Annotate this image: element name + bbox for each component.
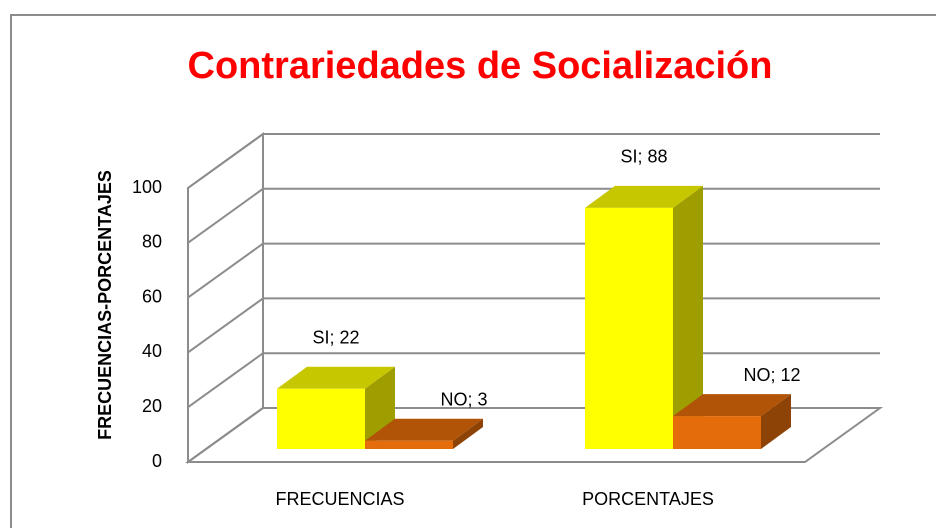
y-tick-label: 60 xyxy=(142,286,162,306)
y-tick-label: 40 xyxy=(142,341,162,361)
frame xyxy=(10,14,936,528)
bar xyxy=(365,418,483,449)
y-tick-label: 20 xyxy=(142,396,162,416)
bar-top xyxy=(365,418,483,441)
data-label: NO; 12 xyxy=(743,365,800,385)
bar-front xyxy=(277,388,365,449)
bar-top xyxy=(585,185,703,208)
y-tick-label: 100 xyxy=(132,177,162,197)
x-tick-label: FRECUENCIAS xyxy=(275,489,404,509)
bar-top xyxy=(277,366,395,389)
bar xyxy=(585,185,703,449)
bar-front xyxy=(365,440,453,449)
x-tick-label: PORCENTAJES xyxy=(582,489,714,509)
chart-title: Contrariedades de Socialización xyxy=(188,45,773,87)
bar-side xyxy=(673,185,703,449)
y-axis-label: FRECUENCIAS-PORCENTAJES xyxy=(95,170,115,440)
bar-side xyxy=(761,394,791,449)
bar-front xyxy=(673,416,761,449)
data-label: SI; 88 xyxy=(620,147,667,167)
bar-top xyxy=(673,394,791,417)
data-label: SI; 22 xyxy=(312,327,359,347)
data-label: NO; 3 xyxy=(440,390,487,410)
grid-line xyxy=(187,133,880,189)
bar-front xyxy=(585,207,673,449)
bar-side xyxy=(453,418,483,449)
bar xyxy=(673,394,791,449)
y-tick-label: 80 xyxy=(142,232,162,252)
y-tick-label: 0 xyxy=(152,451,162,471)
